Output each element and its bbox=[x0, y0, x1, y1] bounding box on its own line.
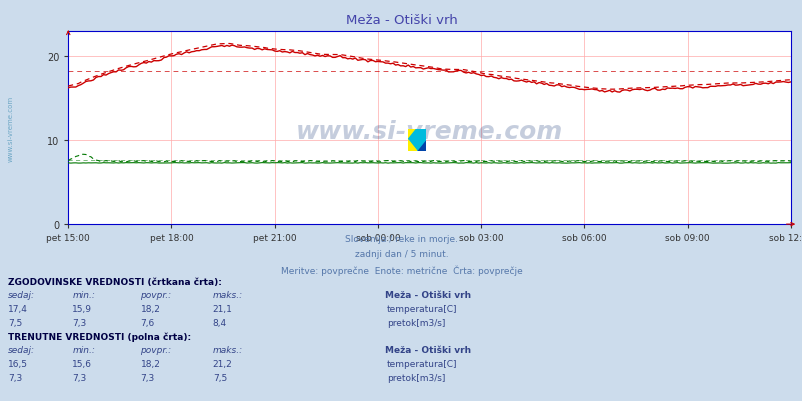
Text: povpr.:: povpr.: bbox=[140, 345, 172, 354]
Text: sedaj:: sedaj: bbox=[8, 290, 35, 299]
Polygon shape bbox=[407, 140, 416, 152]
Text: povpr.:: povpr.: bbox=[140, 290, 172, 299]
Text: Meža - Otiški vrh: Meža - Otiški vrh bbox=[385, 290, 471, 299]
Text: 7,3: 7,3 bbox=[8, 373, 22, 382]
Text: 8,4: 8,4 bbox=[213, 318, 227, 327]
Text: pretok[m3/s]: pretok[m3/s] bbox=[387, 318, 445, 327]
Polygon shape bbox=[407, 130, 416, 140]
Polygon shape bbox=[407, 130, 425, 152]
Polygon shape bbox=[407, 130, 425, 152]
Text: maks.:: maks.: bbox=[213, 345, 243, 354]
Text: 15,9: 15,9 bbox=[72, 304, 92, 313]
Text: 17,4: 17,4 bbox=[8, 304, 28, 313]
Text: Meža - Otiški vrh: Meža - Otiški vrh bbox=[345, 14, 457, 27]
Text: sedaj:: sedaj: bbox=[8, 345, 35, 354]
Text: 21,1: 21,1 bbox=[213, 304, 233, 313]
Text: temperatura[C]: temperatura[C] bbox=[387, 304, 457, 313]
Text: min.:: min.: bbox=[72, 290, 95, 299]
Text: 21,2: 21,2 bbox=[213, 359, 233, 368]
Text: 18,2: 18,2 bbox=[140, 304, 160, 313]
Text: TRENUTNE VREDNOSTI (polna črta):: TRENUTNE VREDNOSTI (polna črta): bbox=[8, 332, 191, 342]
Text: 16,5: 16,5 bbox=[8, 359, 28, 368]
Text: 7,3: 7,3 bbox=[72, 373, 87, 382]
Text: ZGODOVINSKE VREDNOSTI (črtkana črta):: ZGODOVINSKE VREDNOSTI (črtkana črta): bbox=[8, 277, 221, 286]
Text: 7,6: 7,6 bbox=[140, 318, 155, 327]
Text: Meža - Otiški vrh: Meža - Otiški vrh bbox=[385, 345, 471, 354]
Text: Meritve: povprečne  Enote: metrične  Črta: povprečje: Meritve: povprečne Enote: metrične Črta:… bbox=[280, 265, 522, 275]
Text: Slovenija / reke in morje.: Slovenija / reke in morje. bbox=[345, 235, 457, 243]
Text: www.si-vreme.com: www.si-vreme.com bbox=[296, 120, 562, 144]
Text: min.:: min.: bbox=[72, 345, 95, 354]
Text: 7,3: 7,3 bbox=[72, 318, 87, 327]
Text: 7,5: 7,5 bbox=[8, 318, 22, 327]
Text: 15,6: 15,6 bbox=[72, 359, 92, 368]
Text: pretok[m3/s]: pretok[m3/s] bbox=[387, 373, 445, 382]
Text: 7,5: 7,5 bbox=[213, 373, 227, 382]
Text: www.si-vreme.com: www.si-vreme.com bbox=[7, 95, 14, 161]
Text: 18,2: 18,2 bbox=[140, 359, 160, 368]
Text: temperatura[C]: temperatura[C] bbox=[387, 359, 457, 368]
Text: 7,3: 7,3 bbox=[140, 373, 155, 382]
Text: maks.:: maks.: bbox=[213, 290, 243, 299]
Text: zadnji dan / 5 minut.: zadnji dan / 5 minut. bbox=[354, 250, 448, 259]
